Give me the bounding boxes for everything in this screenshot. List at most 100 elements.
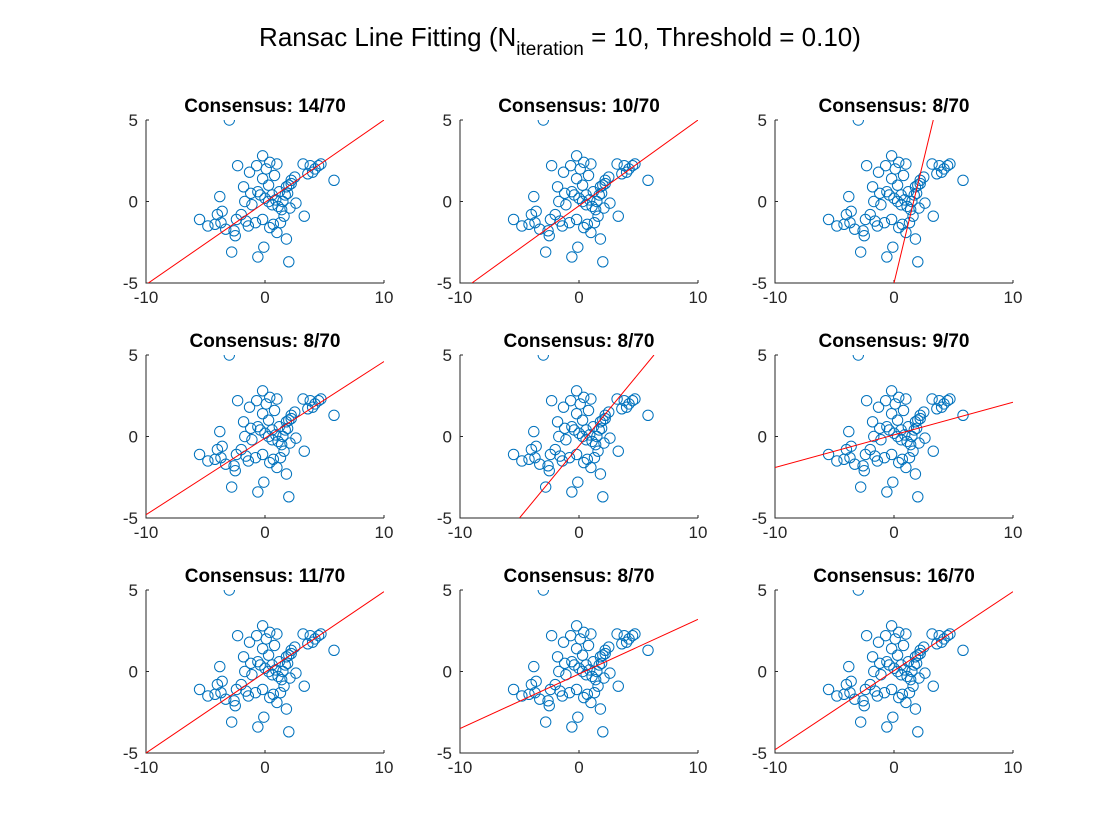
y-tick-label: 0 bbox=[758, 428, 767, 447]
data-point bbox=[245, 657, 257, 670]
x-tick-label: 10 bbox=[689, 523, 708, 542]
data-point bbox=[907, 680, 919, 692]
data-point bbox=[280, 233, 293, 245]
data-point bbox=[589, 673, 602, 686]
data-point bbox=[315, 158, 327, 170]
data-point bbox=[572, 476, 584, 488]
data-point bbox=[543, 465, 555, 477]
data-point bbox=[900, 461, 912, 474]
data-point bbox=[202, 220, 214, 232]
data-point bbox=[941, 159, 954, 172]
data-point bbox=[893, 626, 905, 639]
data-point bbox=[312, 159, 325, 172]
data-point bbox=[626, 159, 639, 172]
data-point bbox=[275, 438, 288, 451]
data-point bbox=[252, 721, 264, 733]
data-point bbox=[539, 246, 552, 258]
x-tick-label: 0 bbox=[260, 758, 269, 777]
data-point bbox=[225, 481, 238, 493]
data-point bbox=[297, 158, 309, 170]
data-point bbox=[931, 168, 943, 180]
subplot-title: Consensus: 8/70 bbox=[504, 331, 655, 352]
data-point bbox=[838, 218, 850, 231]
data-point bbox=[262, 195, 275, 208]
data-point bbox=[249, 686, 262, 699]
data-point bbox=[866, 181, 879, 193]
data-point bbox=[626, 629, 639, 642]
data-point bbox=[927, 210, 939, 222]
data-point bbox=[256, 385, 269, 397]
subplot-9: Consensus: 16/70 -10 0 10 5 0 -5 bbox=[752, 566, 1023, 777]
data-point bbox=[603, 171, 615, 183]
subplot-5: Consensus: 8/70 -10 0 10 5 0 -5 bbox=[437, 331, 708, 542]
data-point bbox=[297, 628, 309, 640]
data-point bbox=[878, 216, 891, 229]
y-tick-label: -5 bbox=[437, 274, 452, 293]
data-point bbox=[250, 159, 263, 172]
subplot-8: Consensus: 8/70 -10 0 10 5 0 -5 bbox=[437, 566, 708, 777]
data-point bbox=[228, 460, 240, 472]
data-point bbox=[887, 476, 899, 488]
subplot-title: Consensus: 9/70 bbox=[819, 331, 970, 352]
x-tick-label: -10 bbox=[134, 523, 159, 542]
data-point bbox=[290, 197, 302, 209]
y-tick-label: 0 bbox=[758, 663, 767, 682]
data-point bbox=[279, 659, 291, 671]
data-point bbox=[581, 688, 594, 701]
data-point bbox=[881, 186, 893, 198]
data-point bbox=[840, 678, 853, 691]
data-point bbox=[566, 656, 578, 668]
data-point bbox=[944, 393, 956, 405]
fit-line bbox=[460, 618, 698, 730]
data-point bbox=[584, 429, 596, 441]
data-point bbox=[616, 168, 628, 180]
data-point bbox=[912, 256, 924, 268]
data-point bbox=[874, 422, 886, 435]
data-point bbox=[874, 187, 886, 200]
data-point bbox=[256, 448, 269, 461]
data-point bbox=[252, 421, 264, 433]
data-point bbox=[926, 393, 938, 405]
data-point bbox=[268, 169, 281, 182]
data-point bbox=[525, 678, 538, 691]
data-point bbox=[584, 664, 596, 676]
data-point bbox=[868, 195, 880, 208]
data-point bbox=[268, 639, 281, 652]
data-point bbox=[889, 163, 901, 175]
data-point bbox=[278, 210, 290, 222]
data-point bbox=[229, 700, 241, 712]
data-point bbox=[523, 688, 535, 701]
data-point bbox=[243, 636, 256, 648]
data-point bbox=[545, 394, 558, 407]
data-point bbox=[866, 651, 879, 663]
data-point bbox=[275, 673, 288, 686]
data-point bbox=[570, 213, 583, 226]
data-point bbox=[256, 150, 269, 162]
data-point bbox=[957, 174, 969, 187]
x-tick-label: 10 bbox=[375, 523, 394, 542]
subplot-title: Consensus: 11/70 bbox=[185, 566, 346, 587]
y-tick-label: 5 bbox=[758, 111, 767, 130]
data-point bbox=[919, 667, 931, 679]
data-point bbox=[642, 409, 654, 422]
subplot-title: Consensus: 8/70 bbox=[504, 566, 655, 587]
data-point bbox=[597, 491, 609, 503]
data-point bbox=[891, 430, 904, 443]
data-point bbox=[220, 223, 232, 235]
data-point bbox=[871, 690, 884, 702]
data-point bbox=[237, 416, 250, 428]
data-point bbox=[843, 190, 855, 203]
data-point bbox=[849, 223, 861, 235]
data-point bbox=[211, 443, 224, 456]
data-point bbox=[885, 683, 898, 696]
data-point bbox=[840, 208, 853, 221]
data-point bbox=[588, 216, 601, 229]
data-point bbox=[585, 226, 597, 239]
y-tick-label: 0 bbox=[129, 193, 138, 212]
data-point bbox=[262, 430, 275, 443]
fit-line bbox=[519, 355, 655, 518]
data-point bbox=[523, 218, 535, 231]
data-point bbox=[274, 686, 287, 699]
data-point bbox=[267, 688, 280, 701]
